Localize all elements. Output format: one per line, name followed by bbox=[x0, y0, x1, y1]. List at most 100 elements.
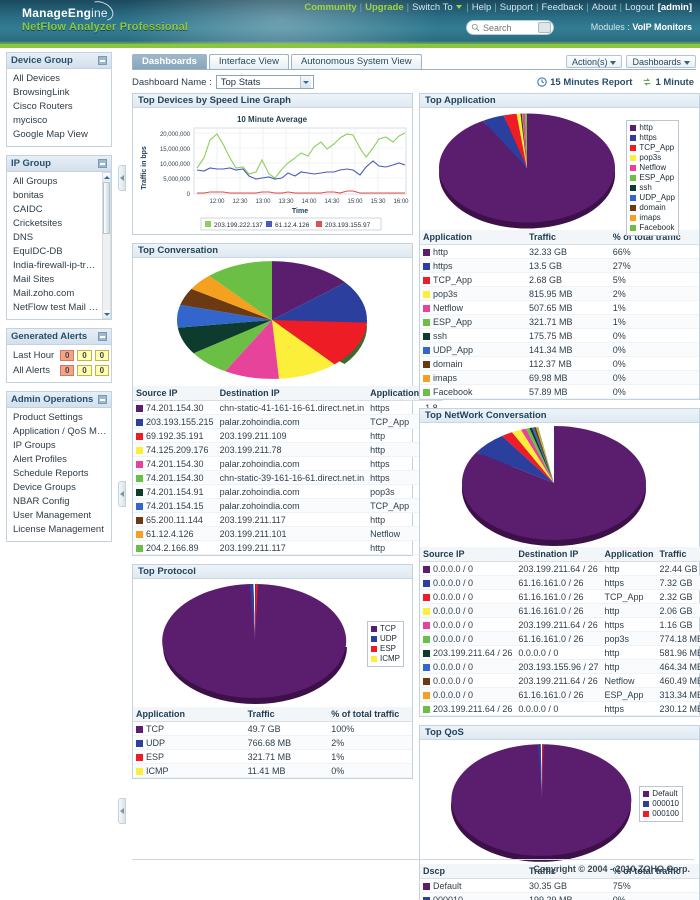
ip-group-scrollbar[interactable] bbox=[102, 172, 111, 319]
sidebar-item-google-map-view[interactable]: Google Map View bbox=[13, 129, 88, 140]
dashboard-name-select[interactable]: Top Stats bbox=[215, 75, 314, 89]
table-row: 0.0.0.0 / 0 61.16.161.0 / 26 http 2.06 GB bbox=[420, 603, 700, 618]
col-percent[interactable]: % of total traffic bbox=[609, 864, 699, 879]
nav-community[interactable]: Community bbox=[304, 2, 357, 13]
sidebar-item-mail-zoho-com[interactable]: Mail.zoho.com bbox=[13, 288, 75, 299]
sidebar-item-india-firewall-ip-traf[interactable]: India-firewall-ip-traf... bbox=[13, 260, 100, 271]
tab-interface-view[interactable]: Interface View bbox=[208, 54, 289, 69]
alert-count-warning[interactable]: 0 bbox=[77, 350, 92, 361]
slice-http bbox=[438, 113, 615, 223]
sidebar-item-schedule-reports[interactable]: Schedule Reports bbox=[13, 468, 89, 479]
col-destination-ip[interactable]: Destination IP bbox=[515, 547, 602, 562]
sidebar-item-equidc-db[interactable]: EquIDC-DB bbox=[13, 246, 63, 257]
sidebar-item-device-groups[interactable]: Device Groups bbox=[13, 482, 76, 493]
cell-traffic: 13.5 GB bbox=[526, 258, 610, 273]
col-destination-ip[interactable]: Destination IP bbox=[216, 386, 368, 401]
sidebar-item-mail-sites[interactable]: Mail Sites bbox=[13, 274, 55, 285]
sidebar-item-cricketsites[interactable]: Cricketsites bbox=[13, 218, 63, 229]
col-application[interactable]: Application bbox=[420, 230, 527, 245]
collapse-icon[interactable] bbox=[98, 332, 107, 341]
scrollbar-thumb[interactable] bbox=[103, 182, 110, 234]
alert-count-critical[interactable]: 0 bbox=[60, 365, 75, 376]
nav-about[interactable]: About bbox=[591, 2, 617, 13]
top-conversation-chart[interactable] bbox=[133, 258, 412, 386]
col-traffic[interactable]: Traffic bbox=[526, 864, 610, 879]
top-application-chart[interactable]: http https TCP_App pop3s Netflow ESP_App… bbox=[420, 108, 699, 236]
scroll-up-icon[interactable] bbox=[103, 173, 110, 181]
color-swatch bbox=[136, 432, 143, 440]
svg-text:12:30: 12:30 bbox=[232, 199, 248, 205]
tab-autonomous-system-view[interactable]: Autonomous System View bbox=[290, 54, 422, 69]
search-input[interactable] bbox=[480, 22, 538, 33]
top-protocol-chart[interactable]: TCP UDP ESP ICMP bbox=[133, 579, 412, 707]
top-network-conversation-chart[interactable] bbox=[420, 423, 699, 547]
chevron-down-icon[interactable] bbox=[299, 76, 311, 88]
sidebar-item-user-management[interactable]: User Management bbox=[13, 510, 92, 521]
top-navigation: Community | Upgrade | Switch To | Help | Suppor… bbox=[304, 2, 692, 13]
sidebar-collapse-handle-bottom[interactable] bbox=[118, 798, 126, 824]
nav-feedback[interactable]: Feedback bbox=[541, 2, 584, 13]
modules-value[interactable]: VoIP Monitors bbox=[632, 22, 692, 32]
collapse-icon[interactable] bbox=[98, 159, 107, 168]
pie-chart-svg bbox=[177, 261, 367, 379]
sidebar-item-application-qos-maps[interactable]: Application / QoS Maps bbox=[13, 426, 109, 437]
collapse-icon[interactable] bbox=[98, 395, 107, 404]
color-swatch bbox=[423, 896, 430, 900]
col-application[interactable]: Application bbox=[133, 707, 245, 722]
sidebar-item-product-settings[interactable]: Product Settings bbox=[13, 412, 83, 423]
sidebar-item-alert-profiles[interactable]: Alert Profiles bbox=[13, 454, 67, 465]
sidebar-item-bonitas[interactable]: bonitas bbox=[13, 190, 44, 201]
sidebar-item-dns[interactable]: DNS bbox=[13, 232, 34, 243]
sidebar-item-all-devices[interactable]: All Devices bbox=[13, 73, 60, 84]
table-row: 74.201.154.30 chn-static-39-161-16-61.dir… bbox=[133, 470, 444, 485]
sidebar-item-mycisco[interactable]: mycisco bbox=[13, 115, 48, 126]
collapse-icon[interactable] bbox=[98, 56, 107, 65]
tab-dashboards[interactable]: Dashboards bbox=[132, 54, 207, 69]
col-traffic[interactable]: Traffic bbox=[526, 230, 610, 245]
sidebar-item-all-groups[interactable]: All Groups bbox=[13, 176, 58, 187]
col-dscp[interactable]: Dscp bbox=[420, 864, 527, 879]
col-application[interactable]: Application bbox=[367, 386, 423, 401]
alert-count-info[interactable]: 0 bbox=[94, 350, 109, 361]
alert-count-info[interactable]: 0 bbox=[94, 365, 109, 376]
legend-label: pop3s bbox=[639, 153, 662, 162]
sidebar-item-cisco-routers[interactable]: Cisco Routers bbox=[13, 101, 73, 112]
col-traffic[interactable]: Traffic bbox=[244, 707, 329, 722]
search-submit-button[interactable] bbox=[538, 22, 551, 33]
nav-help[interactable]: Help bbox=[471, 2, 492, 13]
dashboards-menu-button[interactable]: Dashboards bbox=[626, 55, 696, 68]
col-source-ip[interactable]: Source IP bbox=[133, 386, 217, 401]
nav-support[interactable]: Support bbox=[499, 2, 534, 13]
alert-count-warning[interactable]: 0 bbox=[77, 365, 92, 376]
sidebar-collapse-handle-top[interactable] bbox=[118, 165, 126, 191]
sidebar-item-nbar-config[interactable]: NBAR Config bbox=[13, 496, 70, 507]
cell-traffic: 774.18 MB bbox=[656, 631, 700, 646]
cell-percent: 5% bbox=[609, 272, 699, 287]
sidebar-item-ip-groups[interactable]: IP Groups bbox=[13, 440, 56, 451]
alert-count-critical[interactable]: 0 bbox=[60, 350, 75, 361]
nav-switch-to[interactable]: Switch To bbox=[412, 2, 453, 13]
col-application[interactable]: Application bbox=[601, 547, 657, 562]
col-source-ip[interactable]: Source IP bbox=[420, 547, 516, 562]
top-devices-chart[interactable]: 10 Minute Average 20,000,000 15,000,000 … bbox=[133, 108, 412, 234]
cell-application: TCP_App bbox=[601, 589, 657, 604]
nav-upgrade[interactable]: Upgrade bbox=[365, 2, 404, 13]
sidebar-item-license-management[interactable]: License Management bbox=[13, 524, 104, 535]
actions-menu-button[interactable]: Action(s) bbox=[565, 55, 623, 68]
sidebar-item-caidc[interactable]: CAIDC bbox=[13, 204, 43, 215]
top-qos-chart[interactable]: Default 000010 000100 bbox=[420, 740, 699, 864]
report-period[interactable]: 15 Minutes Report bbox=[537, 77, 632, 88]
search-box[interactable] bbox=[466, 20, 554, 35]
chevron-down-icon[interactable] bbox=[455, 5, 462, 10]
sidebar-item-browsinglink[interactable]: BrowsingLink bbox=[13, 87, 70, 98]
nav-logout[interactable]: Logout bbox=[624, 2, 655, 13]
cell-source: 0.0.0.0 / 0 bbox=[420, 631, 516, 646]
col-percent[interactable]: % of total traffic bbox=[328, 707, 412, 722]
refresh-interval[interactable]: 1 Minute bbox=[642, 77, 694, 88]
sidebar-item-netflow-test-mail-sites[interactable]: NetFlow test Mail Sites bbox=[13, 302, 100, 313]
line-chart-svg: 10 Minute Average 20,000,000 15,000,000 … bbox=[141, 115, 409, 231]
col-traffic[interactable]: Traffic bbox=[656, 547, 700, 562]
sidebar-collapse-handle-middle[interactable] bbox=[118, 481, 126, 507]
scroll-down-icon[interactable] bbox=[103, 310, 110, 318]
ip-group-header: IP Group bbox=[7, 156, 111, 172]
